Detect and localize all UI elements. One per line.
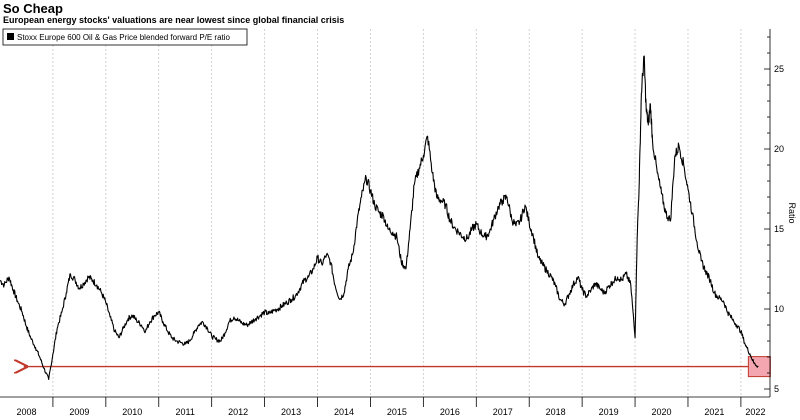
x-tick-label: 2022 bbox=[745, 407, 765, 417]
grid-lines bbox=[52, 29, 742, 397]
y-tick-label: 25 bbox=[774, 64, 784, 74]
x-tick-label: 2019 bbox=[599, 407, 619, 417]
x-tick-label: 2020 bbox=[651, 407, 671, 417]
y-tick-label: 15 bbox=[774, 224, 784, 234]
legend-label: Stoxx Europe 600 Oil & Gas Price blended… bbox=[17, 33, 231, 42]
y-tick-label: 10 bbox=[774, 304, 784, 314]
highlight-layer bbox=[24, 356, 771, 378]
x-tick-label: 2012 bbox=[228, 407, 248, 417]
x-tick-label: 2016 bbox=[440, 407, 460, 417]
x-tick-label: 2017 bbox=[493, 407, 513, 417]
x-tick-label: 2013 bbox=[281, 407, 301, 417]
y-axis-label: Ratio bbox=[787, 202, 797, 223]
y-tick-label: 20 bbox=[774, 144, 784, 154]
legend-swatch bbox=[7, 33, 14, 40]
x-axis-labels: 2008 2009 2010 2011 2012 2013 2014 2015 2016 2017… bbox=[16, 397, 765, 417]
legend: Stoxx Europe 600 Oil & Gas Price blended… bbox=[2, 28, 248, 46]
x-tick-label: 2011 bbox=[176, 407, 195, 417]
chart-subtitle: European energy stocks' valuations are n… bbox=[3, 15, 345, 25]
x-tick-label: 2010 bbox=[122, 407, 142, 417]
x-tick-label: 2008 bbox=[16, 407, 36, 417]
legend-box bbox=[2, 28, 248, 46]
x-tick-label: 2009 bbox=[69, 407, 89, 417]
series-line bbox=[0, 55, 759, 380]
y-axis: 5 10 15 20 25 bbox=[0, 29, 784, 398]
x-tick-label: 2018 bbox=[546, 407, 566, 417]
x-tick-label: 2014 bbox=[334, 407, 354, 417]
x-tick-label: 2021 bbox=[704, 407, 724, 417]
y-tick-label: 5 bbox=[774, 384, 779, 394]
chart-title: So Cheap bbox=[3, 1, 63, 16]
x-tick-label: 2015 bbox=[387, 407, 407, 417]
